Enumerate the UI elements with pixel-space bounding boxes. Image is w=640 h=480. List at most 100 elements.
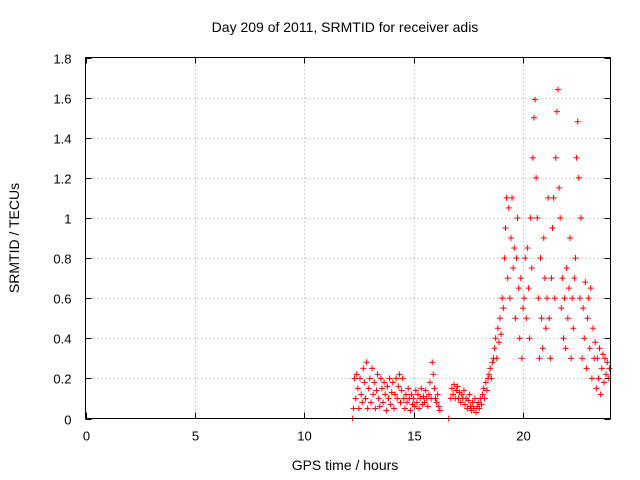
data-point: [513, 255, 520, 262]
y-tick-label: 1.2: [53, 172, 71, 187]
data-point: [475, 399, 482, 406]
data-point: [390, 405, 397, 412]
data-point: [369, 365, 376, 372]
data-point: [481, 395, 488, 402]
data-point: [594, 355, 601, 362]
data-point: [514, 214, 521, 221]
data-point: [358, 391, 365, 398]
data-point: [470, 405, 477, 412]
data-point: [507, 235, 514, 241]
data-point: [357, 375, 364, 382]
data-point: [555, 86, 561, 93]
data-point: [351, 375, 358, 382]
data-point: [510, 265, 517, 272]
data-point: [561, 295, 568, 302]
data-point: [396, 371, 403, 378]
data-point: [489, 359, 496, 366]
plot-frame: [85, 57, 611, 419]
data-point: [597, 391, 604, 398]
data-point: [568, 355, 575, 362]
data-point: [570, 325, 577, 332]
data-point: [602, 355, 609, 362]
data-point: [541, 275, 548, 282]
data-point: [375, 395, 382, 402]
data-point: [478, 401, 485, 408]
data-point: [402, 391, 409, 398]
data-point: [421, 399, 428, 406]
data-point: [352, 395, 359, 402]
y-tick-label: 0.6: [53, 292, 71, 307]
data-point: [577, 214, 584, 221]
data-point: [397, 399, 404, 406]
data-point: [363, 359, 370, 366]
data-point: [520, 305, 526, 312]
data-point: [469, 399, 476, 406]
data-point: [593, 385, 600, 392]
data-point: [462, 401, 469, 408]
data-point: [364, 405, 371, 412]
data-point: [387, 401, 394, 408]
data-point: [522, 255, 529, 262]
data-points: [349, 86, 613, 422]
data-point: [366, 375, 373, 382]
data-point: [527, 214, 534, 221]
data-point: [562, 345, 569, 352]
data-point: [524, 245, 531, 252]
data-point: [558, 305, 565, 312]
data-point: [592, 339, 599, 346]
data-point: [503, 194, 510, 201]
data-point: [410, 395, 417, 402]
y-tick-label: 0.4: [53, 332, 71, 347]
data-point: [526, 335, 533, 342]
data-point: [385, 395, 392, 402]
data-point: [464, 405, 471, 412]
data-point: [603, 371, 610, 378]
data-point: [350, 405, 357, 412]
data-point: [557, 214, 564, 221]
data-point: [400, 395, 407, 402]
data-point: [491, 345, 498, 352]
data-point: [574, 118, 581, 125]
data-point: [401, 405, 408, 412]
grid-lines: [85, 57, 611, 419]
data-point: [512, 315, 519, 322]
x-tick-label: 0: [83, 429, 90, 444]
data-point: [450, 391, 456, 398]
data-point: [564, 315, 571, 322]
data-point: [432, 395, 439, 402]
data-point: [502, 224, 509, 231]
data-point: [588, 375, 595, 382]
data-point: [581, 335, 588, 342]
data-point: [547, 355, 554, 362]
y-tick-labels: 0 0.2 0.4 0.6 0.8 1 1.2 1.4 1.6 1.8: [53, 52, 71, 428]
y-tick-label: 0: [64, 413, 71, 428]
data-point: [569, 295, 576, 302]
data-point: [372, 405, 379, 412]
data-point: [517, 275, 524, 282]
data-point: [425, 391, 432, 398]
data-point: [451, 381, 458, 388]
data-point: [576, 295, 583, 302]
data-point: [523, 315, 530, 322]
data-point: [567, 235, 574, 241]
data-point: [539, 345, 546, 352]
data-point: [521, 295, 528, 302]
data-point: [596, 345, 603, 352]
data-point: [389, 379, 396, 386]
data-point: [551, 295, 558, 302]
data-point: [505, 204, 512, 211]
data-point: [430, 371, 437, 378]
data-point: [600, 379, 607, 386]
data-point: [580, 305, 587, 312]
data-point: [573, 154, 580, 161]
data-point: [373, 387, 380, 394]
x-tick-label: 5: [192, 429, 199, 444]
data-point: [416, 405, 423, 412]
data-point: [595, 375, 602, 382]
data-point: [394, 395, 401, 402]
data-point: [370, 391, 377, 398]
y-tick-label: 0.8: [53, 252, 71, 267]
data-point: [495, 339, 502, 346]
axis-ticks: [85, 57, 611, 420]
